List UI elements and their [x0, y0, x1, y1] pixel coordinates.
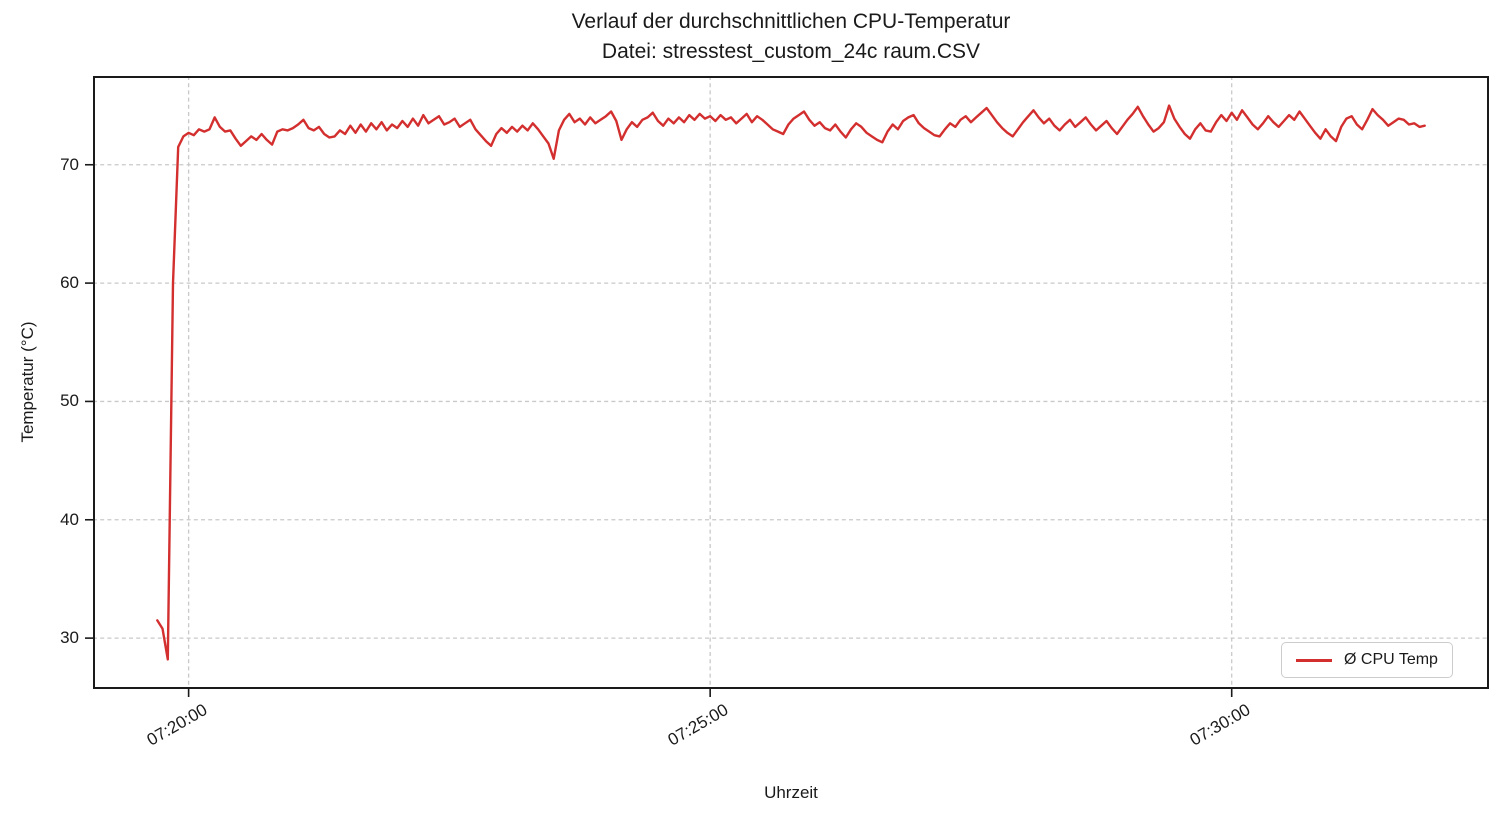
- x-tick-label: 07:25:00: [664, 700, 732, 750]
- gridlines: [93, 76, 1489, 689]
- x-tick-label: 07:20:00: [143, 700, 211, 750]
- y-tick-label: 70: [60, 154, 79, 174]
- y-tick-label: 60: [60, 273, 79, 293]
- legend-label: Ø CPU Temp: [1344, 651, 1438, 668]
- y-tick-label: 40: [60, 509, 79, 529]
- legend: Ø CPU Temp: [1281, 642, 1453, 678]
- cpu-temp-line: [156, 104, 1426, 661]
- plot-border: [93, 76, 1489, 689]
- chart-title: Verlauf der durchschnittlichen CPU-Tempe…: [571, 10, 1011, 33]
- x-axis-label: Uhrzeit: [764, 783, 818, 802]
- legend-line-swatch: [1296, 658, 1332, 662]
- axis-ticks: [85, 163, 1233, 697]
- x-tick-label: 07:30:00: [1186, 700, 1254, 750]
- y-tick-label: 30: [60, 628, 79, 648]
- y-axis-label: Temperatur (°C): [18, 321, 37, 443]
- y-tick-label: 50: [60, 391, 79, 411]
- chart-subtitle: Datei: stresstest_custom_24c raum.CSV: [601, 40, 981, 63]
- plot-area: [85, 76, 1489, 697]
